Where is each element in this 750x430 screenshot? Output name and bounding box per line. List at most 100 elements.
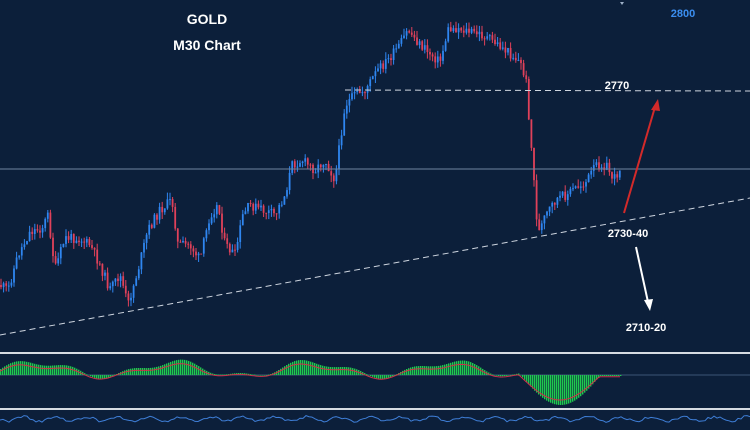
histogram-bar <box>428 366 430 375</box>
histogram-bar <box>520 375 522 376</box>
histogram-bar <box>224 374 226 375</box>
candle-body <box>221 213 223 233</box>
histogram-bar <box>464 360 466 375</box>
candle-body <box>418 41 421 45</box>
histogram-bar <box>180 359 182 375</box>
candle-body <box>514 57 517 61</box>
histogram-bar <box>586 375 588 391</box>
candle-body <box>202 238 205 254</box>
candle-body <box>70 234 73 240</box>
candle-body <box>78 240 80 243</box>
candle-body <box>215 205 218 215</box>
histogram-bar <box>220 374 222 375</box>
candle-body <box>416 37 418 45</box>
candle-body <box>556 197 559 205</box>
candle-body <box>538 219 541 231</box>
candle-body <box>361 92 364 94</box>
down-projection-arrow <box>635 246 653 311</box>
candle-body <box>286 190 288 197</box>
candle-body <box>169 199 171 201</box>
candle-body <box>431 54 434 57</box>
candle-body <box>236 242 239 250</box>
candle-body <box>49 212 52 238</box>
histogram-bar <box>246 373 248 375</box>
candle-body <box>254 203 257 211</box>
candle-body <box>512 57 515 59</box>
histogram-bar <box>46 365 48 375</box>
candle-body <box>59 247 62 259</box>
candle-body <box>273 209 275 214</box>
candle-body <box>527 79 530 120</box>
histogram-bar <box>30 362 32 375</box>
candle-body <box>483 38 486 40</box>
candle-body <box>496 42 499 44</box>
histogram-bar <box>384 375 386 379</box>
histogram-bar <box>388 375 390 378</box>
histogram-bar <box>212 373 214 375</box>
candle-body <box>343 113 346 136</box>
histogram-bar <box>294 361 296 375</box>
histogram-bar <box>192 362 194 375</box>
candle-body <box>611 172 613 179</box>
histogram-bar <box>514 374 516 375</box>
histogram-bar <box>14 361 16 375</box>
histogram-bar <box>138 368 140 375</box>
histogram-bar <box>354 368 356 375</box>
histogram-bar <box>394 375 396 376</box>
candle-body <box>546 211 548 216</box>
candle-body <box>566 194 569 200</box>
histogram-bar <box>170 361 172 375</box>
histogram-bar <box>452 362 454 375</box>
histogram-bar <box>292 361 294 375</box>
candle-body <box>93 247 96 250</box>
candle-body <box>410 32 413 35</box>
histogram-bar <box>594 375 596 382</box>
histogram-bar <box>492 374 494 375</box>
histogram-bar <box>230 373 232 375</box>
candle-body <box>400 38 403 44</box>
histogram-bar <box>596 375 598 380</box>
candle-body <box>374 71 377 77</box>
histogram-bar <box>92 375 94 378</box>
candle-body <box>223 232 226 239</box>
candle-body <box>465 28 468 33</box>
candle-body <box>325 164 327 165</box>
histogram-bar <box>86 374 88 375</box>
histogram-bar <box>100 375 102 379</box>
histogram-bar <box>42 365 44 375</box>
candle-body <box>26 241 28 245</box>
candle-body <box>364 92 366 94</box>
candle-body <box>327 164 330 172</box>
histogram-bar <box>214 374 216 375</box>
histogram-bar <box>456 361 458 375</box>
candle-body <box>304 158 307 162</box>
candle-body <box>348 99 351 106</box>
histogram-bar <box>188 360 190 375</box>
histogram-bar <box>510 375 512 376</box>
candle-body <box>535 180 538 220</box>
histogram-bar <box>72 366 74 375</box>
candle-body <box>444 41 447 51</box>
candle-body <box>473 28 476 32</box>
histogram-bar <box>260 375 262 376</box>
histogram-bar <box>500 375 502 377</box>
histogram-bar <box>60 365 62 375</box>
histogram-bar <box>102 375 104 379</box>
histogram-bar <box>98 375 100 379</box>
candle-body <box>377 68 379 72</box>
histogram-bar <box>572 375 574 402</box>
histogram-bar <box>320 365 322 375</box>
candle-body <box>488 35 491 37</box>
histogram-bar <box>534 375 536 391</box>
histogram-bar <box>494 375 496 376</box>
candle-body <box>504 47 507 53</box>
histogram-bar <box>372 375 374 377</box>
candle-body <box>598 162 600 170</box>
histogram-bar <box>422 366 424 375</box>
oscillator-signal-line <box>0 363 620 401</box>
histogram-bar <box>386 375 388 379</box>
histogram-bar <box>266 375 268 376</box>
candle-body <box>457 28 460 33</box>
candle-body <box>195 251 197 256</box>
candle-body <box>184 241 187 244</box>
